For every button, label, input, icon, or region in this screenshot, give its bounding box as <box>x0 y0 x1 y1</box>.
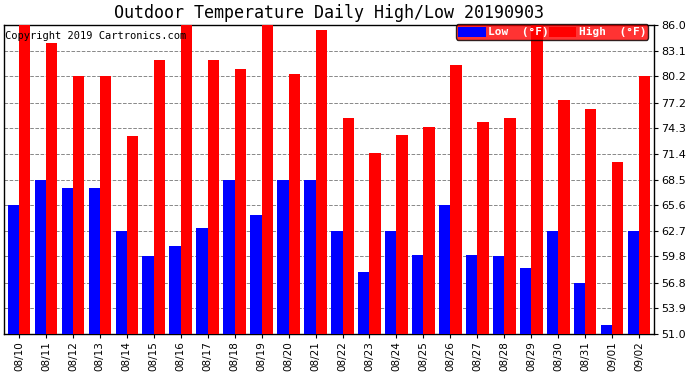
Bar <box>19 25 30 334</box>
Bar <box>504 118 515 334</box>
Bar <box>585 109 596 334</box>
Bar <box>154 60 165 334</box>
Bar <box>574 283 585 334</box>
Bar <box>547 231 558 334</box>
Bar <box>369 153 381 334</box>
Bar <box>181 25 192 334</box>
Bar <box>46 43 57 334</box>
Bar <box>88 188 100 334</box>
Bar <box>601 325 612 334</box>
Bar <box>115 231 127 334</box>
Bar <box>439 205 451 334</box>
Text: Copyright 2019 Cartronics.com: Copyright 2019 Cartronics.com <box>6 31 187 41</box>
Bar <box>100 76 111 334</box>
Bar <box>397 135 408 334</box>
Bar <box>493 256 504 334</box>
Bar <box>208 60 219 334</box>
Legend: Low  (°F), High  (°F): Low (°F), High (°F) <box>455 24 649 40</box>
Title: Outdoor Temperature Daily High/Low 20190903: Outdoor Temperature Daily High/Low 20190… <box>114 4 544 22</box>
Bar <box>250 215 262 334</box>
Bar <box>424 127 435 334</box>
Bar <box>531 25 542 334</box>
Bar <box>73 76 84 334</box>
Bar <box>342 118 354 334</box>
Bar <box>277 180 288 334</box>
Bar <box>520 268 531 334</box>
Bar <box>304 180 315 334</box>
Bar <box>628 231 639 334</box>
Bar <box>466 255 477 334</box>
Bar <box>197 228 208 334</box>
Bar <box>8 205 19 334</box>
Bar <box>315 30 327 334</box>
Bar <box>412 255 424 334</box>
Bar <box>385 231 397 334</box>
Bar <box>142 256 154 334</box>
Bar <box>170 246 181 334</box>
Bar <box>262 25 273 334</box>
Bar <box>639 76 651 334</box>
Bar <box>127 136 138 334</box>
Bar <box>34 180 46 334</box>
Bar <box>224 180 235 334</box>
Bar <box>235 69 246 334</box>
Bar <box>612 162 624 334</box>
Bar <box>288 74 300 334</box>
Bar <box>558 100 569 334</box>
Bar <box>358 272 369 334</box>
Bar <box>61 188 73 334</box>
Bar <box>451 65 462 334</box>
Bar <box>477 122 489 334</box>
Bar <box>331 231 342 334</box>
